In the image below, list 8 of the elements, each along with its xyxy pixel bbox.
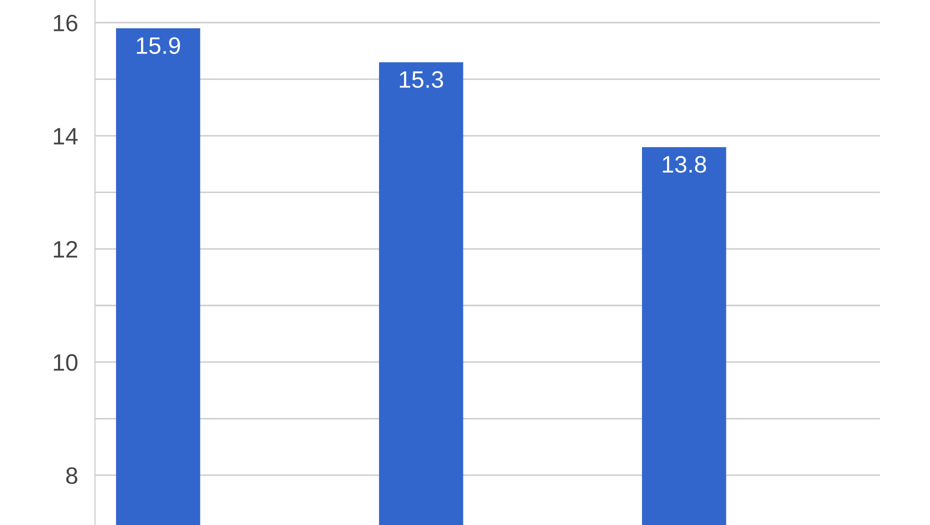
y-tick-label: 12 <box>54 240 78 258</box>
y-tick-label: 8 <box>66 467 78 484</box>
data-label: 15.9 <box>136 37 180 54</box>
data-label: 13.8 <box>662 156 706 173</box>
y-tick-label: 10 <box>54 354 78 371</box>
y-tick-label: 14 <box>54 128 78 144</box>
data-label: 15.3 <box>400 71 444 88</box>
y-tick-label: 16 <box>54 14 78 32</box>
